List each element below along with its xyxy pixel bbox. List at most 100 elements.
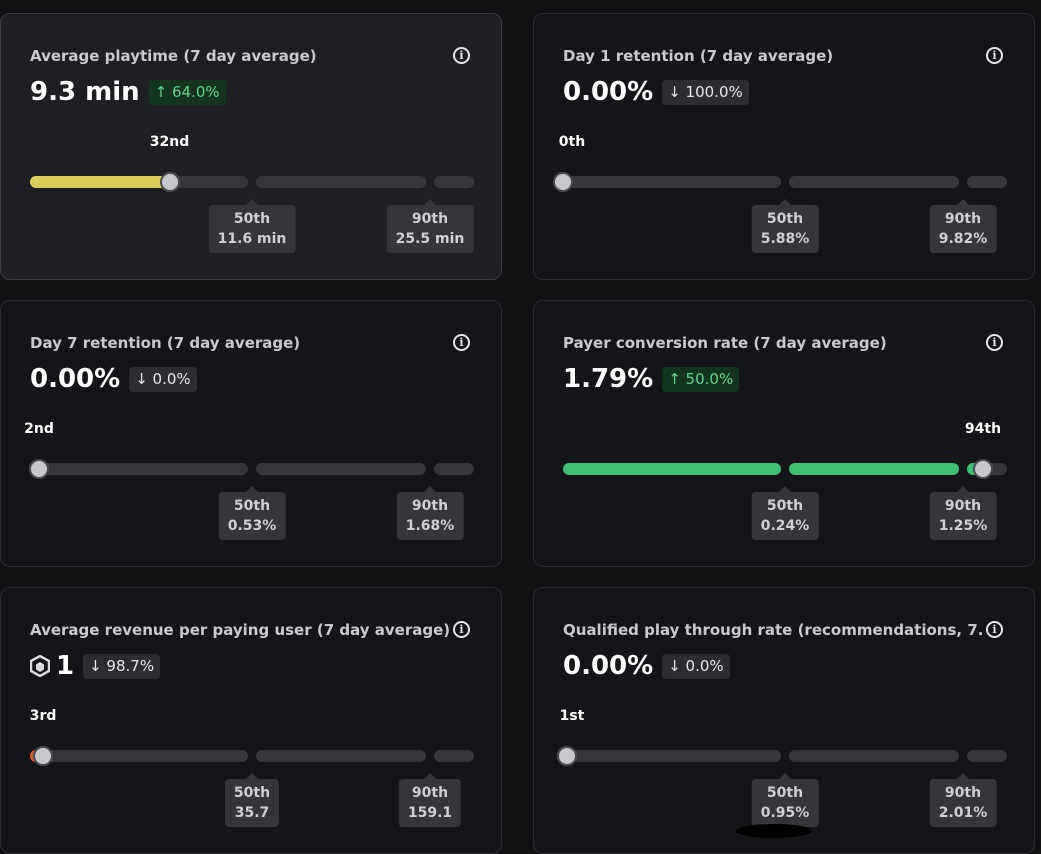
metric-title: Average playtime (7 day average): [30, 47, 317, 65]
percentile-thumb: [28, 459, 49, 479]
metric-title: Qualified play through rate (recommendat…: [563, 621, 983, 639]
info-icon[interactable]: i: [453, 334, 470, 351]
p50-marker: 50th 11.6 min: [208, 205, 296, 253]
metric-card[interactable]: Average revenue per paying user (7 day a…: [0, 587, 502, 854]
percentile-track-segment: [30, 463, 248, 475]
percentile-track-segment: [563, 176, 781, 188]
p90-label: 90th: [944, 785, 982, 801]
p50-pointer: [246, 199, 258, 205]
rank-label: 94th: [964, 421, 1002, 437]
p90-value: 1.25%: [938, 518, 988, 534]
p90-label: 90th: [411, 211, 449, 227]
info-icon[interactable]: i: [986, 621, 1003, 638]
p90-pointer: [957, 199, 969, 205]
info-icon[interactable]: i: [986, 334, 1003, 351]
p90-value: 159.1: [407, 805, 453, 821]
p90-marker: 90th 9.82%: [929, 205, 997, 253]
percentile-track-segment: [789, 750, 959, 762]
p50-pointer: [779, 199, 791, 205]
info-icon[interactable]: i: [986, 47, 1003, 64]
metric-value: 0.00%: [30, 364, 121, 394]
p90-marker: 90th 1.25%: [929, 492, 997, 540]
metric-card[interactable]: Average playtime (7 day average) i 9.3 m…: [0, 13, 502, 280]
p50-pointer: [779, 773, 791, 779]
metric-card[interactable]: Qualified play through rate (recommendat…: [533, 587, 1035, 854]
rank-label: 32nd: [149, 134, 190, 150]
change-badge: ↓ 0.0%: [662, 653, 730, 679]
p90-label: 90th: [411, 498, 449, 514]
p90-value: 2.01%: [938, 805, 988, 821]
metric-title: Day 7 retention (7 day average): [30, 334, 301, 352]
metric-value: 0.00%: [563, 651, 654, 681]
percentile-track-segment: [563, 750, 781, 762]
p90-pointer: [424, 486, 436, 492]
p50-value: 11.6 min: [217, 231, 287, 247]
percentile-fill: [789, 463, 959, 475]
metric-value-row: 1 ↓ 98.7%: [30, 650, 161, 682]
p90-marker: 90th 25.5 min: [386, 205, 474, 253]
metric-card[interactable]: Payer conversion rate (7 day average) i …: [533, 300, 1035, 567]
p90-marker: 90th 1.68%: [396, 492, 464, 540]
percentile-track-segment: [434, 463, 474, 475]
p90-label: 90th: [944, 211, 982, 227]
p90-pointer: [424, 773, 436, 779]
p90-value: 25.5 min: [395, 231, 465, 247]
p50-value: 35.7: [234, 805, 270, 821]
info-icon[interactable]: i: [453, 47, 470, 64]
p50-label: 50th: [766, 785, 804, 801]
p50-pointer: [779, 486, 791, 492]
metric-card[interactable]: Day 7 retention (7 day average) i 0.00% …: [0, 300, 502, 567]
change-badge: ↑ 64.0%: [148, 79, 226, 105]
percentile-track-segment: [256, 750, 426, 762]
p50-value: 0.95%: [760, 805, 810, 821]
percentile-track-segment: [967, 176, 1007, 188]
p50-label: 50th: [233, 785, 271, 801]
p90-value: 1.68%: [405, 518, 455, 534]
p50-label: 50th: [233, 498, 271, 514]
metric-value: 1.79%: [563, 364, 654, 394]
robux-icon: [30, 655, 50, 677]
percentile-track-segment: [30, 750, 248, 762]
percentile-fill: [30, 176, 170, 188]
change-badge: ↑ 50.0%: [662, 366, 740, 392]
p50-marker: 50th 5.88%: [751, 205, 819, 253]
metric-card[interactable]: Day 1 retention (7 day average) i 0.00% …: [533, 13, 1035, 280]
percentile-track-segment: [256, 176, 426, 188]
percentile-fill: [563, 463, 781, 475]
p50-marker: 50th 35.7: [224, 779, 280, 827]
p50-marker: 50th 0.53%: [218, 492, 286, 540]
rank-label: 3rd: [29, 708, 57, 724]
metric-title: Payer conversion rate (7 day average): [563, 334, 887, 352]
rank-label: 0th: [558, 134, 586, 150]
p50-pointer: [246, 486, 258, 492]
metric-value: 9.3 min: [30, 77, 140, 107]
p50-marker: 50th 0.95%: [751, 779, 819, 827]
metric-value-row: 0.00% ↓ 100.0%: [563, 76, 749, 108]
metric-value: 1: [56, 651, 75, 681]
p90-pointer: [424, 199, 436, 205]
percentile-track-segment: [434, 176, 474, 188]
bottom-overlay: [736, 824, 812, 838]
p90-marker: 90th 2.01%: [929, 779, 997, 827]
metric-value-row: 0.00% ↓ 0.0%: [30, 363, 197, 395]
metric-value-row: 1.79% ↑ 50.0%: [563, 363, 740, 395]
metric-value: 0.00%: [563, 77, 654, 107]
percentile-track-segment: [434, 750, 474, 762]
p90-marker: 90th 159.1: [398, 779, 462, 827]
percentile-track-segment: [967, 750, 1007, 762]
p50-value: 5.88%: [760, 231, 810, 247]
info-icon[interactable]: i: [453, 621, 470, 638]
p90-label: 90th: [411, 785, 449, 801]
change-badge: ↓ 0.0%: [129, 366, 197, 392]
metric-title: Day 1 retention (7 day average): [563, 47, 834, 65]
percentile-thumb: [159, 172, 180, 192]
p90-label: 90th: [944, 498, 982, 514]
rank-label: 1st: [559, 708, 585, 724]
p50-marker: 50th 0.24%: [751, 492, 819, 540]
metric-title: Average revenue per paying user (7 day a…: [30, 621, 450, 639]
p50-value: 0.53%: [227, 518, 277, 534]
p50-label: 50th: [766, 498, 804, 514]
change-badge: ↓ 98.7%: [83, 653, 161, 679]
p50-value: 0.24%: [760, 518, 810, 534]
metric-value-row: 9.3 min ↑ 64.0%: [30, 76, 226, 108]
